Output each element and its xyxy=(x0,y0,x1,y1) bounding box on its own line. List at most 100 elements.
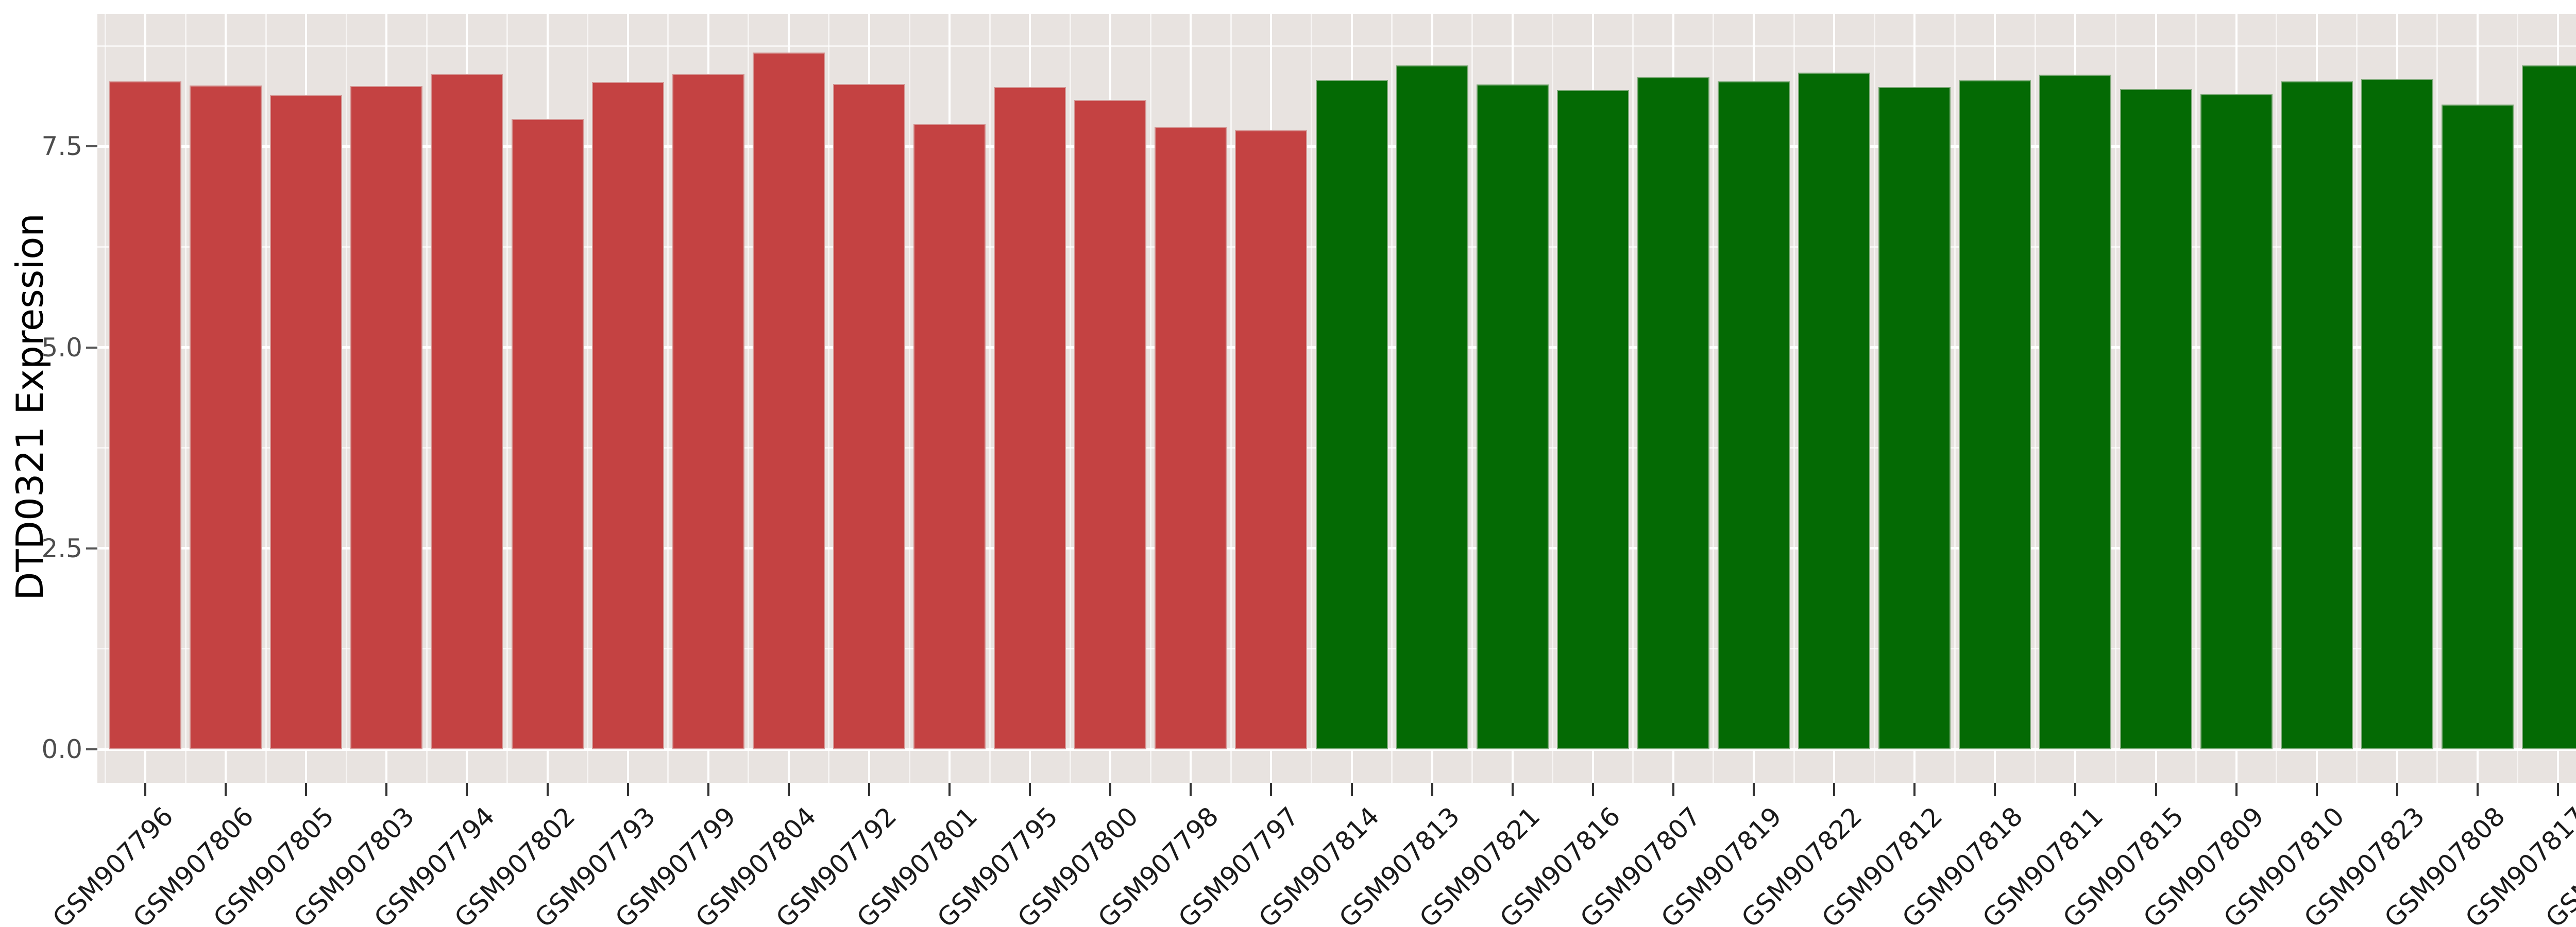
v-gridline-minor xyxy=(2114,14,2116,783)
bar-GSM907797 xyxy=(1235,130,1308,749)
bar-GSM907810 xyxy=(2280,81,2353,749)
plot-panel xyxy=(97,14,2576,783)
v-gridline-minor xyxy=(908,14,910,783)
bar-GSM907796 xyxy=(109,81,181,749)
x-tick-mark xyxy=(2235,783,2238,796)
v-gridline-minor xyxy=(2436,14,2438,783)
y-tick-label: 7.5 xyxy=(41,131,82,162)
x-tick-mark xyxy=(1833,783,1836,796)
v-gridline-minor xyxy=(1471,14,1473,783)
x-tick-mark xyxy=(787,783,790,796)
x-tick-mark xyxy=(2396,783,2398,796)
v-gridline-minor xyxy=(426,14,428,783)
h-gridline-major xyxy=(97,748,2576,751)
v-gridline-minor xyxy=(506,14,508,783)
x-tick-mark xyxy=(2074,783,2077,796)
bar-GSM907813 xyxy=(1396,65,1468,749)
bar-GSM907815 xyxy=(2120,89,2192,749)
v-gridline-minor xyxy=(1793,14,1795,783)
x-tick-mark xyxy=(1350,783,1353,796)
y-tick-mark xyxy=(86,346,97,349)
x-tick-mark xyxy=(1431,783,1433,796)
bar-GSM907792 xyxy=(833,83,905,749)
bar-GSM907811 xyxy=(2039,75,2112,749)
v-gridline-minor xyxy=(1310,14,1312,783)
x-tick-mark xyxy=(2155,783,2157,796)
x-tick-mark xyxy=(1753,783,1755,796)
x-tick-mark xyxy=(948,783,951,796)
x-tick-mark xyxy=(1591,783,1594,796)
y-tick-label: 2.5 xyxy=(41,533,82,563)
x-tick-mark xyxy=(225,783,227,796)
x-tick-mark xyxy=(1994,783,1996,796)
v-gridline-minor xyxy=(2356,14,2358,783)
y-tick-label: 0.0 xyxy=(41,734,82,764)
bar-GSM907798 xyxy=(1155,127,1227,749)
v-gridline-minor xyxy=(667,14,669,783)
y-tick-label: 5.0 xyxy=(41,332,82,363)
bar-GSM907818 xyxy=(1959,80,2031,749)
bar-GSM907809 xyxy=(2200,94,2273,749)
x-tick-mark xyxy=(2557,783,2559,796)
bar-GSM907802 xyxy=(511,119,584,749)
x-tick-mark xyxy=(546,783,549,796)
h-gridline-minor xyxy=(97,45,2576,47)
y-tick-mark xyxy=(86,547,97,550)
bar-GSM907819 xyxy=(1718,81,1790,749)
bar-GSM907794 xyxy=(431,74,503,749)
bar-GSM907800 xyxy=(1074,99,1147,749)
bar-GSM907808 xyxy=(2441,105,2514,749)
x-tick-mark xyxy=(626,783,629,796)
x-tick-mark xyxy=(1109,783,1112,796)
v-gridline-minor xyxy=(2276,14,2278,783)
x-tick-mark xyxy=(305,783,308,796)
v-gridline-minor xyxy=(1713,14,1715,783)
bar-GSM907807 xyxy=(1637,77,1709,749)
bar-GSM907812 xyxy=(1878,87,1951,749)
v-gridline-minor xyxy=(2034,14,2036,783)
bar-GSM907806 xyxy=(190,85,262,749)
v-gridline-minor xyxy=(2517,14,2519,783)
y-tick-mark xyxy=(86,145,97,148)
v-gridline-minor xyxy=(1149,14,1151,783)
v-gridline-minor xyxy=(1069,14,1071,783)
bar-GSM907793 xyxy=(591,82,664,749)
bar-GSM907822 xyxy=(1798,72,1871,749)
bar-GSM907801 xyxy=(913,124,986,749)
v-gridline-minor xyxy=(1873,14,1875,783)
bar-GSM907821 xyxy=(1476,84,1549,749)
v-gridline-minor xyxy=(989,14,991,783)
x-tick-mark xyxy=(868,783,870,796)
x-tick-mark xyxy=(1913,783,1916,796)
bar-GSM907817 xyxy=(2522,65,2576,749)
bar-GSM907805 xyxy=(270,95,343,749)
x-tick-mark xyxy=(2476,783,2479,796)
v-gridline-minor xyxy=(104,14,106,783)
v-gridline-minor xyxy=(184,14,187,783)
x-tick-mark xyxy=(2315,783,2318,796)
v-gridline-minor xyxy=(345,14,347,783)
bar-GSM907823 xyxy=(2361,79,2433,749)
bar-GSM907814 xyxy=(1315,79,1388,749)
bar-GSM907799 xyxy=(672,74,744,749)
x-tick-mark xyxy=(1270,783,1273,796)
v-gridline-minor xyxy=(748,14,750,783)
bar-GSM907795 xyxy=(994,87,1066,749)
v-gridline-minor xyxy=(265,14,267,783)
v-gridline-minor xyxy=(1391,14,1393,783)
bar-GSM907804 xyxy=(752,52,825,749)
v-gridline-minor xyxy=(1230,14,1232,783)
bar-GSM907803 xyxy=(350,86,423,749)
x-tick-mark xyxy=(144,783,146,796)
y-tick-mark xyxy=(86,748,97,750)
v-gridline-minor xyxy=(2195,14,2197,783)
v-gridline-minor xyxy=(1632,14,1634,783)
x-tick-mark xyxy=(1511,783,1514,796)
x-tick-mark xyxy=(385,783,388,796)
x-tick-mark xyxy=(466,783,468,796)
x-tick-mark xyxy=(1029,783,1031,796)
x-tick-mark xyxy=(1190,783,1192,796)
x-tick-mark xyxy=(707,783,709,796)
bar-GSM907816 xyxy=(1556,90,1629,749)
